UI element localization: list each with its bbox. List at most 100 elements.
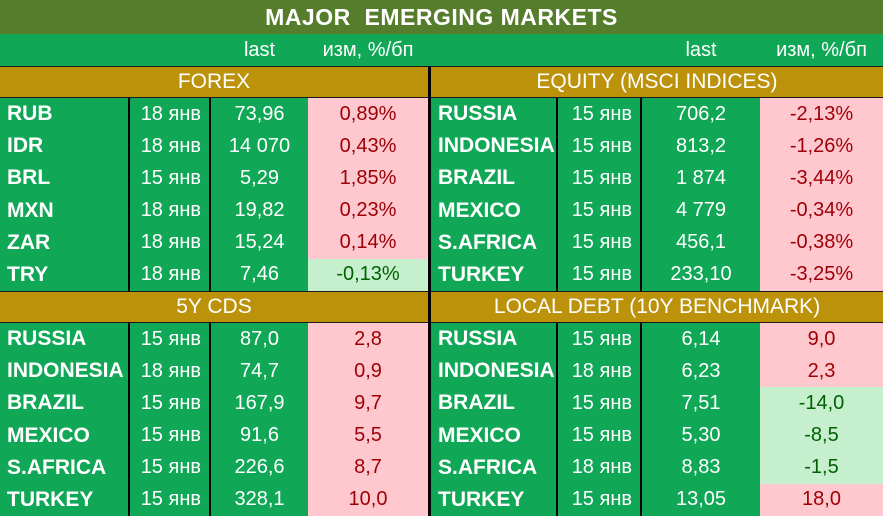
row-last-value: 15,24 bbox=[234, 231, 285, 254]
row-date: 15 янв bbox=[558, 387, 642, 420]
row-last-value: 8,83 bbox=[681, 456, 721, 479]
section-header-5y-cds: 5Y CDS bbox=[0, 291, 428, 323]
column-header-row: last изм, %/бп last изм, %/бп bbox=[0, 34, 883, 66]
table-row: ZAR 18 янв 15,24 0,14% bbox=[0, 226, 428, 259]
section-header-equity: EQUITY (MSCI INDICES) bbox=[431, 66, 883, 98]
row-label: BRAZIL bbox=[431, 162, 558, 195]
row-date: 15 янв bbox=[558, 130, 642, 163]
row-label: RUSSIA bbox=[431, 323, 558, 356]
table-row: RUB 18 янв 73,96 0,89% bbox=[0, 98, 428, 131]
row-date: 15 янв bbox=[558, 194, 642, 227]
table-row: TURKEY 15 янв 328,1 10,0 bbox=[0, 483, 428, 516]
row-change-value: 1,85% bbox=[308, 162, 428, 195]
row-change-value: 2,8 bbox=[308, 323, 428, 356]
row-date: 15 янв bbox=[130, 451, 211, 484]
page-title: MAJOR EMERGING MARKETS bbox=[0, 0, 883, 34]
table-row: BRAZIL 15 янв 1 874 -3,44% bbox=[431, 162, 883, 195]
row-change-value: -2,13% bbox=[760, 98, 883, 131]
row-last-value: 328,1 bbox=[234, 488, 285, 511]
row-label: S.AFRICA bbox=[431, 226, 558, 259]
row-change-value: 0,43% bbox=[308, 130, 428, 163]
row-label: S.AFRICA bbox=[431, 451, 558, 484]
col-header-change-left: изм, %/бп bbox=[322, 38, 414, 61]
section-rows-equity: RUSSIA 15 янв 706,2 -2,13% INDONESIA 15 янв 81… bbox=[431, 98, 883, 292]
row-change-value: 0,9 bbox=[308, 355, 428, 388]
row-label: INDONESIA bbox=[431, 130, 558, 163]
row-last-value: 1 874 bbox=[675, 166, 727, 189]
row-date: 18 янв bbox=[130, 194, 211, 227]
row-label: TURKEY bbox=[431, 483, 558, 516]
row-date: 15 янв bbox=[130, 162, 211, 195]
row-label: TURKEY bbox=[0, 483, 130, 516]
row-label: IDR bbox=[0, 130, 130, 163]
row-change-value: 0,23% bbox=[308, 194, 428, 227]
right-column: EQUITY (MSCI INDICES) RUSSIA 15 янв 706,2-… bbox=[428, 66, 883, 516]
row-date: 15 янв bbox=[130, 323, 211, 356]
row-last-value: 5,29 bbox=[240, 166, 279, 189]
row-last-value: 456,1 bbox=[675, 231, 727, 254]
row-change-value: -3,25% bbox=[760, 258, 883, 292]
row-label: MEXICO bbox=[0, 419, 130, 452]
row-change-value: -0,38% bbox=[760, 226, 883, 259]
column-headers-right: last изм, %/бп bbox=[428, 34, 883, 66]
row-label: ZAR bbox=[0, 226, 130, 259]
row-last-value: 7,51 bbox=[681, 391, 721, 414]
row-last-value: 19,82 bbox=[234, 199, 285, 222]
row-date: 15 янв bbox=[558, 483, 642, 516]
row-last-value: 167,9 bbox=[234, 391, 285, 414]
table-row: TURKEY 15 янв 13,05 18,0 bbox=[431, 483, 883, 516]
table-row: S.AFRICA 15 янв 456,1 -0,38% bbox=[431, 226, 883, 259]
row-date: 18 янв bbox=[130, 355, 211, 388]
row-last-value: 6,14 bbox=[681, 327, 721, 350]
row-date: 15 янв bbox=[130, 387, 211, 420]
row-label: TURKEY bbox=[431, 258, 558, 292]
row-last-value: 706,2 bbox=[675, 102, 727, 125]
table-row: INDONESIA 15 янв 813,2 -1,26% bbox=[431, 130, 883, 163]
section-local-debt: LOCAL DEBT (10Y BENCHMARK) RUSSIA 15 янв 6… bbox=[431, 291, 883, 516]
col-header-last-left: last bbox=[243, 38, 276, 61]
row-change-value: -8,5 bbox=[760, 419, 883, 452]
row-label: MEXICO bbox=[431, 194, 558, 227]
row-label: INDONESIA bbox=[431, 355, 558, 388]
row-label: RUSSIA bbox=[0, 323, 130, 356]
row-label: S.AFRICA bbox=[0, 451, 130, 484]
row-change-value: -0,34% bbox=[760, 194, 883, 227]
table-row: MEXICO 15 янв 5,30 -8,5 bbox=[431, 419, 883, 452]
row-label: BRAZIL bbox=[431, 387, 558, 420]
row-date: 15 янв bbox=[558, 323, 642, 356]
row-date: 15 янв bbox=[558, 162, 642, 195]
row-change-value: 5,5 bbox=[308, 419, 428, 452]
table-row: IDR 18 янв 14 070 0,43% bbox=[0, 130, 428, 163]
row-label: MEXICO bbox=[431, 419, 558, 452]
table-row: TURKEY 15 янв 233,10 -3,25% bbox=[431, 258, 883, 292]
row-change-value: 18,0 bbox=[760, 483, 883, 516]
row-change-value: -1,5 bbox=[760, 451, 883, 484]
row-label: INDONESIA bbox=[0, 355, 130, 388]
row-change-value: 10,0 bbox=[308, 483, 428, 516]
table-row: RUSSIA 15 янв 706,2 -2,13% bbox=[431, 98, 883, 131]
row-change-value: -1,26% bbox=[760, 130, 883, 163]
col-header-last-right: last bbox=[685, 38, 717, 61]
row-date: 15 янв bbox=[130, 419, 211, 452]
row-label: MXN bbox=[0, 194, 130, 227]
row-last-value: 4 779 bbox=[675, 199, 727, 222]
row-label: BRAZIL bbox=[0, 387, 130, 420]
table-row: TRY 18 янв 7,46 -0,13% bbox=[0, 258, 428, 292]
section-rows-5y-cds: RUSSIA 15 янв 87,0 2,8 INDONESIA 18 янв 74,7 0,… bbox=[0, 323, 428, 516]
row-last-value: 5,30 bbox=[681, 424, 721, 447]
row-last-value: 87,0 bbox=[240, 327, 279, 350]
table-row: RUSSIA 15 янв 87,0 2,8 bbox=[0, 323, 428, 356]
table-row: INDONESIA 18 янв 74,7 0,9 bbox=[0, 355, 428, 388]
section-header-local-debt: LOCAL DEBT (10Y BENCHMARK) bbox=[431, 291, 883, 323]
table-row: S.AFRICA 15 янв 226,6 8,7 bbox=[0, 451, 428, 484]
row-label: TRY bbox=[0, 258, 130, 292]
row-label: RUSSIA bbox=[431, 98, 558, 131]
section-rows-forex: RUB 18 янв 73,96 0,89% IDR 18 янв 14 070 0,43% B… bbox=[0, 98, 428, 292]
section-header-forex: FOREX bbox=[0, 66, 428, 98]
section-5y-cds: 5Y CDS RUSSIA 15 янв 87,0 2,8 INDONESIA 18 ян… bbox=[0, 291, 428, 516]
table-row: BRAZIL 15 янв 167,9 9,7 bbox=[0, 387, 428, 420]
table-row: MXN 18 янв 19,82 0,23% bbox=[0, 194, 428, 227]
left-column: FOREX RUB 18 янв 73,96 0,89% IDR 18 янв 14 070… bbox=[0, 66, 428, 516]
row-last-value: 13,05 bbox=[675, 488, 727, 511]
section-rows-local-debt: RUSSIA 15 янв 6,14 9,0 INDONESIA 18 янв 6,23 2,… bbox=[431, 323, 883, 516]
